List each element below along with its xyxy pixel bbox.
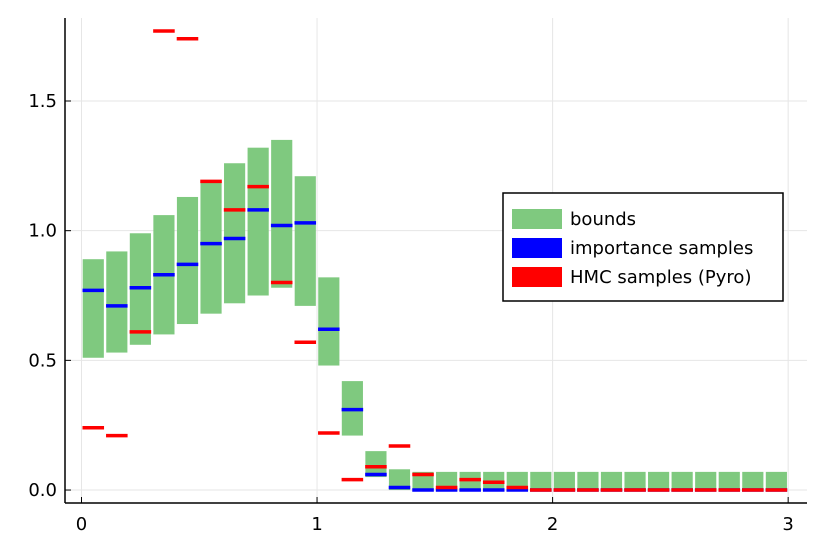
bounds-bars [82, 139, 787, 491]
legend: bounds importance samples HMC samples (Pyr… [502, 192, 784, 302]
x-tick-label: 0 [76, 514, 87, 535]
y-tick-label: 1.0 [28, 221, 57, 242]
bounds-bar [648, 471, 670, 491]
bounds-bar [742, 471, 764, 491]
bounds-bar [530, 471, 552, 491]
bounds-bar [718, 471, 740, 491]
axes [64, 18, 807, 504]
bounds-bar [294, 176, 316, 306]
bounds-bar [624, 471, 646, 491]
legend-label: importance samples [570, 238, 753, 259]
bounds-bar [176, 196, 199, 325]
legend-label: bounds [570, 209, 636, 230]
legend-label: HMC samples (Pyro) [570, 267, 751, 288]
bounds-bar [436, 471, 458, 491]
y-tick-label: 0.5 [28, 350, 57, 371]
legend-swatch [512, 238, 562, 258]
bounds-bar [553, 471, 575, 491]
bounds-bar [365, 451, 387, 478]
bounds-bar [247, 147, 269, 296]
y-tick-label: 1.5 [28, 91, 57, 112]
legend-swatch [512, 267, 562, 287]
bounds-bar [318, 277, 340, 366]
bounds-bar [695, 471, 717, 491]
x-tick-label: 2 [547, 514, 558, 535]
x-tick-labels: 0 1 2 3 [76, 514, 794, 535]
y-tick-label: 0.0 [28, 480, 57, 501]
y-tick-labels: 0.0 0.5 1.0 1.5 [28, 91, 57, 501]
bounds-bar [577, 471, 599, 491]
x-tick-label: 1 [311, 514, 322, 535]
bounds-bar [600, 471, 623, 491]
bounds-bar [412, 471, 434, 491]
bounds-bar [106, 251, 128, 353]
bounds-bar [765, 471, 787, 491]
bounds-bar [224, 163, 246, 304]
legend-swatch [512, 209, 562, 229]
bounds-bar [506, 471, 528, 491]
bounds-bar [671, 471, 693, 491]
x-tick-label: 3 [782, 514, 793, 535]
bounds-bar [388, 469, 411, 491]
bounds-bar [271, 139, 293, 288]
bounds-bar [82, 259, 104, 358]
sample-markers [82, 29, 788, 492]
bounds-bar [200, 181, 222, 314]
